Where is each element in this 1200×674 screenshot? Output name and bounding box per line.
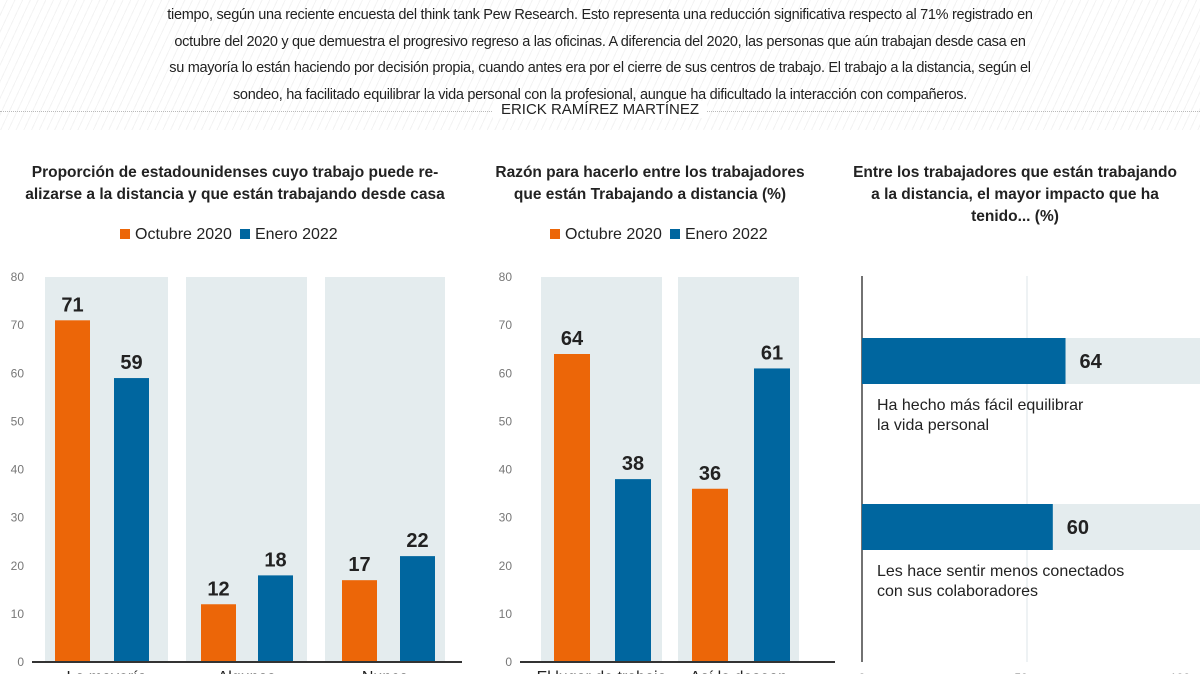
intro-line: sondeo, ha facilitado equilibrar la vida… [232,86,967,103]
category-label: Nunca [362,669,408,674]
category-label: con sus colaboradores [877,583,1038,600]
bar [554,354,590,662]
y-tick-label: 20 [11,559,25,573]
y-tick-label: 70 [499,318,513,332]
x-tick-label: 0 [859,671,866,674]
bar [342,580,377,662]
data-label: 38 [622,453,644,475]
x-tick-label: 100 [1170,671,1190,674]
bar [201,604,236,662]
y-tick-label: 40 [11,463,25,477]
y-tick-label: 80 [499,270,513,284]
data-label: 12 [207,578,229,600]
bar [692,488,728,662]
data-label: 64 [1080,351,1103,373]
y-tick-label: 10 [499,607,513,621]
chart2-legend: Octubre 2020 Enero 2022 [542,226,768,244]
y-tick-label: 30 [11,511,25,525]
y-tick-label: 80 [11,270,25,284]
data-label: 61 [761,342,783,364]
bar [55,320,90,662]
data-label: 36 [699,463,721,485]
y-tick-label: 60 [499,366,513,380]
y-tick-label: 60 [11,366,25,380]
chart2-title: Razón para hacerlo entre los trabajadore… [495,164,805,203]
data-label: 59 [120,352,142,374]
intro-line: octubre del 2020 y que demuestra el prog… [174,33,1026,50]
data-label: 17 [348,554,370,576]
y-tick-label: 20 [499,559,513,573]
y-tick-label: 40 [499,463,513,477]
y-tick-label: 50 [11,414,25,428]
byline-text: ERICK RAMÍREZ MARTÍNEZ [492,101,708,118]
bar [615,479,651,662]
data-label: 60 [1067,517,1089,539]
bar [862,504,1053,550]
category-label: Les hace sentir menos conectados [877,563,1124,580]
intro-line: tiempo, según una reciente encuesta del … [167,7,1033,23]
data-label: 22 [406,530,428,552]
bar [754,368,790,662]
category-label: Así lo desean [690,669,787,674]
chart1-title: Proporción de estadounidenses cuyo traba… [25,164,445,203]
y-tick-label: 70 [11,318,25,332]
y-tick-label: 50 [499,414,513,428]
category-label: Ha hecho más fácil equilibrar [877,397,1084,414]
bar [114,378,149,662]
y-tick-label: 10 [11,607,25,621]
category-label: El lugar de trabajo [537,669,667,674]
intro-text: tiempo, según una reciente encuesta del … [140,0,1060,106]
chart3-title: Entre los trabajadores que están trabaja… [853,164,1177,225]
category-label: Algunas [218,669,276,674]
x-tick-label: 50 [1014,671,1028,674]
byline: ERICK RAMÍREZ MARTÍNEZ [0,101,1200,118]
data-label: 71 [61,294,83,316]
y-tick-label: 0 [505,655,512,669]
category-label: la vida personal [877,417,989,434]
plot-area [862,276,1200,662]
y-tick-label: 0 [17,655,24,669]
chart1-legend: Octubre 2020 Enero 2022 [112,226,338,244]
data-label: 64 [561,328,584,350]
bar [400,556,435,662]
y-tick-label: 30 [499,511,513,525]
category-label: La mayoría [66,669,146,674]
intro-line: su mayoría lo están haciendo por decisió… [169,60,1031,76]
bar [258,575,293,662]
data-label: 18 [264,549,286,571]
bar [862,338,1066,384]
